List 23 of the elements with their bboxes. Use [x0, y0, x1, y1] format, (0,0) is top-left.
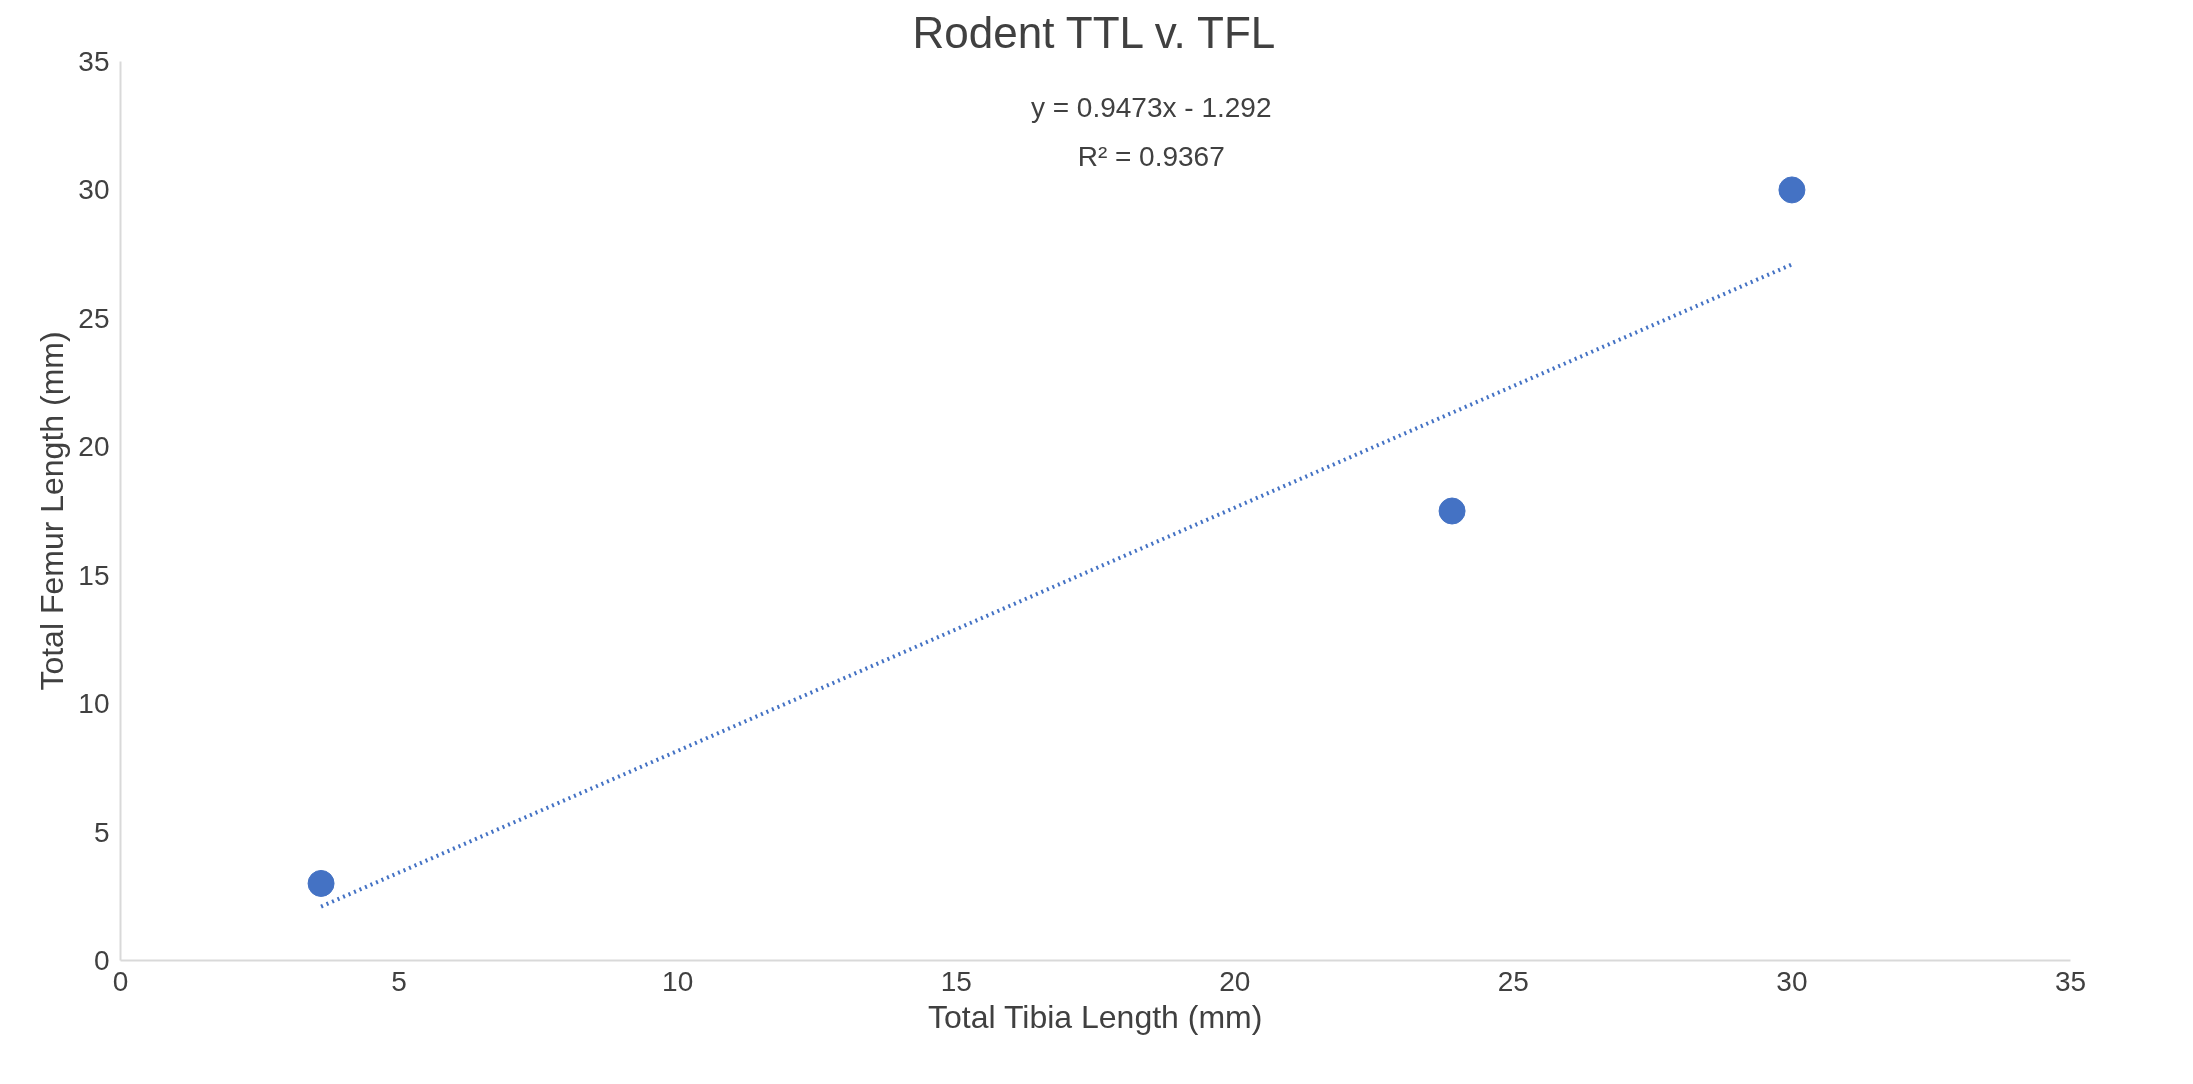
x-tick-label: 15 — [940, 965, 972, 997]
y-tick-label: 15 — [78, 559, 110, 591]
x-axis-title: Total Tibia Length (mm) — [928, 998, 1263, 1035]
y-tick-label: 35 — [78, 46, 110, 77]
x-tick-label: 5 — [391, 965, 407, 997]
y-tick-label: 30 — [78, 174, 110, 206]
y-axis-title: Total Femur Length (mm) — [34, 331, 71, 691]
annotation: y = 0.9473x - 1.292 — [1030, 92, 1272, 124]
y-tick-label: 10 — [78, 688, 110, 720]
y-tick-label: 20 — [78, 431, 110, 463]
y-tick-label: 25 — [78, 302, 110, 334]
chart-title: Rodent TTL v. TFL — [912, 7, 1276, 57]
y-tick-label: 5 — [93, 816, 110, 848]
x-tick-label: 30 — [1776, 965, 1808, 997]
y-tick-label: 0 — [93, 945, 110, 976]
x-tick-label: 25 — [1497, 965, 1529, 997]
x-tick-label: 20 — [1219, 965, 1251, 997]
point — [1438, 497, 1466, 525]
annotation: R² = 0.9367 — [1077, 140, 1225, 172]
point — [1778, 176, 1806, 204]
point — [307, 869, 335, 897]
x-tick-label: 35 — [2054, 965, 2087, 997]
x-tick-label: 10 — [662, 965, 694, 997]
